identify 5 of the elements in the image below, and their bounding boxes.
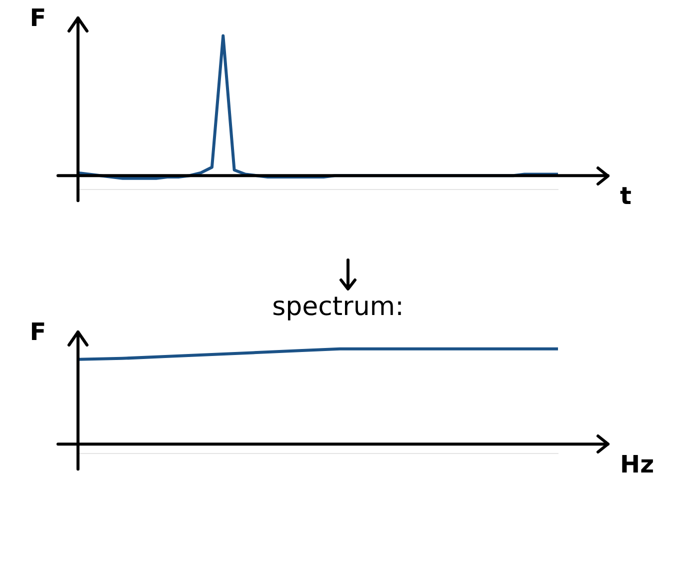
- x-axis-title: Hz: [620, 450, 654, 478]
- y-axis-title: F: [30, 4, 46, 32]
- y-axis-title: F: [30, 318, 46, 346]
- text: spectrum:: [272, 292, 404, 322]
- x-axis-title: t: [620, 182, 632, 210]
